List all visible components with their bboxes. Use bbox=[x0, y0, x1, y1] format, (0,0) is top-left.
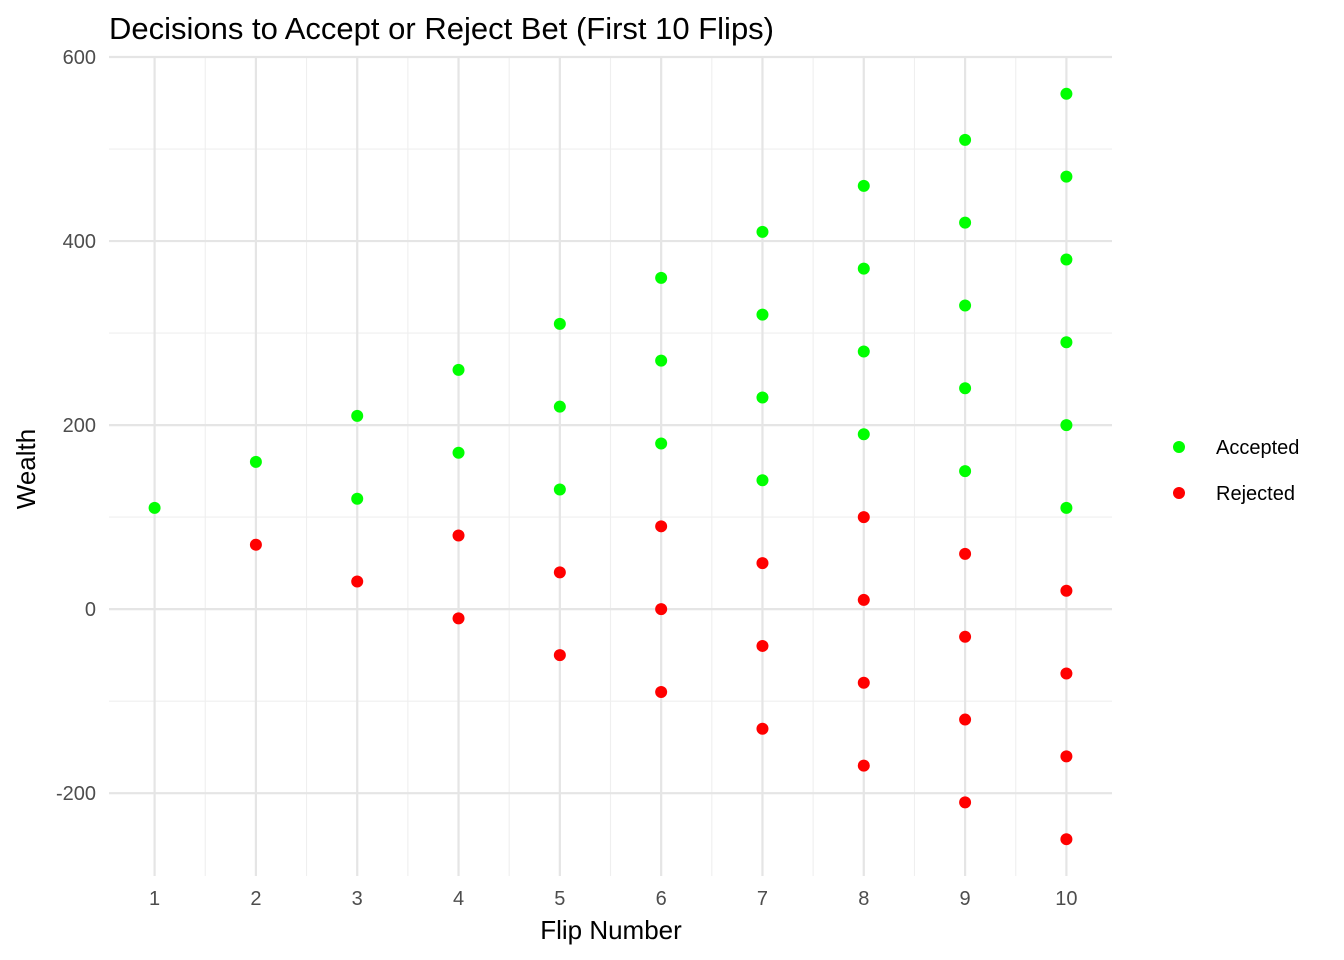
x-tick-label: 1 bbox=[149, 888, 160, 910]
x-tick-label: 10 bbox=[1055, 888, 1077, 910]
accepted-point bbox=[249, 455, 262, 468]
rejected-point bbox=[756, 639, 769, 652]
rejected-point bbox=[655, 685, 668, 698]
rejected-point bbox=[857, 593, 870, 606]
rejected-point bbox=[857, 511, 870, 524]
x-tick-label: 4 bbox=[453, 888, 464, 910]
accepted-point bbox=[452, 363, 465, 376]
rejected-point bbox=[1060, 667, 1073, 680]
rejected-point bbox=[1060, 584, 1073, 597]
accepted-point bbox=[1060, 336, 1073, 349]
legend: Accepted Rejected bbox=[1173, 437, 1299, 505]
y-axis-title: Wealth bbox=[11, 429, 41, 509]
accepted-point bbox=[553, 317, 566, 330]
accepted-point bbox=[959, 465, 972, 478]
accepted-point bbox=[857, 428, 870, 441]
accepted-point bbox=[351, 492, 364, 505]
accepted-point bbox=[756, 391, 769, 404]
accepted-point bbox=[148, 501, 161, 514]
rejected-point bbox=[756, 557, 769, 570]
accepted-point bbox=[1060, 170, 1073, 183]
legend-key-accepted bbox=[1173, 441, 1185, 453]
rejected-point bbox=[655, 520, 668, 533]
legend-label-accepted: Accepted bbox=[1216, 437, 1299, 459]
x-tick-label: 7 bbox=[757, 888, 768, 910]
rejected-point bbox=[452, 529, 465, 542]
rejected-point bbox=[351, 575, 364, 588]
rejected-point bbox=[249, 538, 262, 551]
x-axis-ticks: 1 2 3 4 5 6 7 8 9 10 bbox=[149, 888, 1078, 910]
y-axis-ticks: -200 0 200 400 600 bbox=[56, 47, 96, 805]
rejected-point bbox=[655, 603, 668, 616]
y-tick-label: 600 bbox=[63, 47, 96, 69]
rejected-point bbox=[452, 612, 465, 625]
accepted-point bbox=[857, 345, 870, 358]
y-tick-label: 200 bbox=[63, 415, 96, 437]
accepted-point bbox=[553, 400, 566, 413]
accepted-point bbox=[351, 409, 364, 422]
y-tick-label: -200 bbox=[56, 783, 96, 805]
x-tick-label: 8 bbox=[858, 888, 869, 910]
accepted-point bbox=[857, 179, 870, 192]
rejected-point bbox=[857, 759, 870, 772]
accepted-point bbox=[756, 474, 769, 487]
accepted-point bbox=[857, 262, 870, 275]
x-tick-label: 9 bbox=[960, 888, 971, 910]
grid bbox=[109, 55, 1112, 876]
rejected-point bbox=[959, 713, 972, 726]
rejected-point bbox=[857, 676, 870, 689]
accepted-point bbox=[1060, 501, 1073, 514]
chart-title: Decisions to Accept or Reject Bet (First… bbox=[109, 11, 774, 46]
y-tick-label: 400 bbox=[63, 231, 96, 253]
legend-label-rejected: Rejected bbox=[1216, 483, 1295, 505]
accepted-point bbox=[655, 354, 668, 367]
rejected-point bbox=[959, 796, 972, 809]
rejected-point bbox=[553, 649, 566, 662]
plot-points bbox=[148, 87, 1073, 846]
accepted-point bbox=[1060, 419, 1073, 432]
x-tick-label: 3 bbox=[352, 888, 363, 910]
rejected-point bbox=[1060, 750, 1073, 763]
accepted-point bbox=[959, 382, 972, 395]
x-tick-label: 5 bbox=[554, 888, 565, 910]
rejected-point bbox=[1060, 833, 1073, 846]
accepted-point bbox=[553, 483, 566, 496]
accepted-point bbox=[452, 446, 465, 459]
rejected-point bbox=[756, 722, 769, 735]
accepted-point bbox=[756, 308, 769, 321]
y-tick-label: 0 bbox=[85, 599, 96, 621]
accepted-point bbox=[1060, 253, 1073, 266]
rejected-point bbox=[959, 547, 972, 560]
accepted-point bbox=[756, 225, 769, 238]
rejected-point bbox=[959, 630, 972, 643]
accepted-point bbox=[959, 216, 972, 229]
accepted-point bbox=[1060, 87, 1073, 100]
rejected-point bbox=[553, 566, 566, 579]
legend-key-rejected bbox=[1173, 487, 1185, 499]
accepted-point bbox=[959, 299, 972, 312]
x-tick-label: 6 bbox=[656, 888, 667, 910]
accepted-point bbox=[655, 437, 668, 450]
x-tick-label: 2 bbox=[250, 888, 261, 910]
accepted-point bbox=[655, 271, 668, 284]
x-axis-title: Flip Number bbox=[540, 915, 682, 945]
accepted-point bbox=[959, 133, 972, 146]
